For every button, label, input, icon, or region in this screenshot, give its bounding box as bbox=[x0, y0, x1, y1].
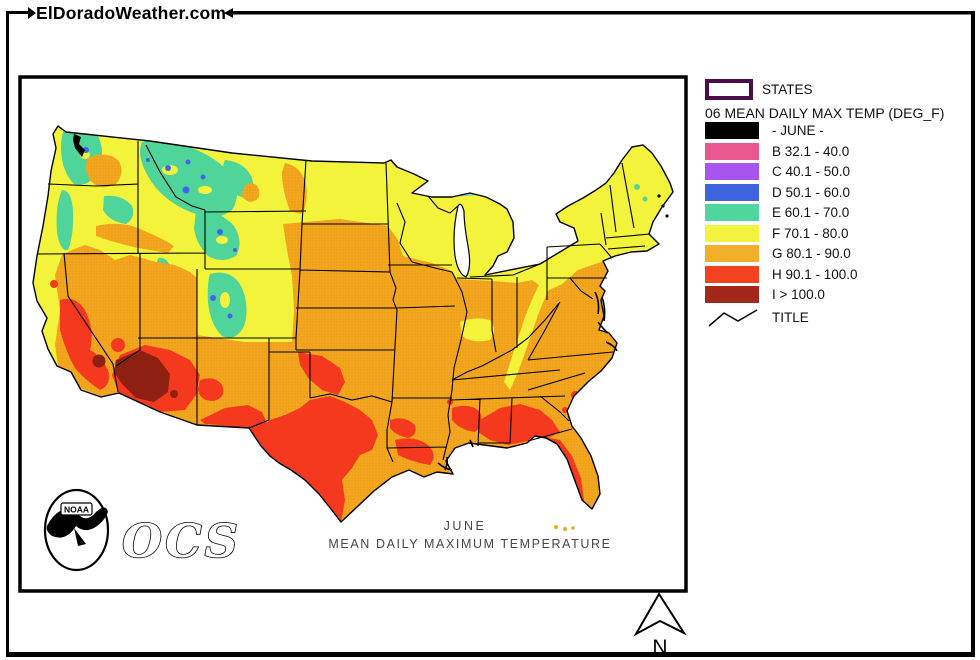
temp-band-dark-red bbox=[92, 350, 178, 402]
north-arrow-label: N bbox=[652, 636, 667, 659]
page-border bbox=[6, 7, 975, 657]
legend-item-label: - JUNE - bbox=[772, 123, 824, 138]
legend-swatch bbox=[705, 183, 759, 201]
legend-item-label: I > 100.0 bbox=[772, 287, 825, 302]
us-coastline bbox=[32, 125, 674, 523]
states-outline-swatch bbox=[705, 79, 753, 100]
legend-swatch bbox=[705, 245, 759, 262]
state-borders bbox=[36, 141, 651, 463]
legend-heading: 06 MEAN DAILY MAX TEMP (DEG_F) bbox=[705, 105, 945, 121]
site-title[interactable]: ElDoradoWeather.com bbox=[36, 3, 227, 23]
legend-item-label: C 40.1 - 50.0 bbox=[772, 164, 851, 179]
legend-item-label: D 50.1 - 60.0 bbox=[772, 184, 851, 200]
map-caption-line2: MEAN DAILY MAXIMUM TEMPERATURE bbox=[328, 537, 611, 551]
legend-swatch bbox=[705, 122, 759, 139]
legend-swatch bbox=[705, 142, 759, 160]
states-label: STATES bbox=[762, 82, 813, 97]
legend-swatch bbox=[705, 163, 759, 180]
coastal-details bbox=[73, 134, 669, 531]
lake-michigan bbox=[453, 203, 471, 278]
legend-item-label: G 80.1 - 90.0 bbox=[772, 246, 851, 261]
legend-item-label: F 70.1 - 80.0 bbox=[772, 225, 849, 241]
map-caption-line1: JUNE bbox=[444, 519, 487, 533]
legend-item-label: B 32.1 - 40.0 bbox=[772, 143, 850, 159]
legend-title-label: TITLE bbox=[772, 310, 809, 325]
polyline-icon bbox=[708, 309, 758, 327]
legend-swatch bbox=[705, 286, 759, 303]
legend-swatch bbox=[705, 265, 759, 283]
legend-item-label: E 60.1 - 70.0 bbox=[772, 205, 850, 220]
noaa-label: NOAA bbox=[64, 505, 89, 515]
legend-swatch bbox=[705, 224, 759, 242]
north-arrow-icon: N bbox=[633, 592, 687, 659]
us-temperature-map bbox=[32, 125, 674, 531]
legend-swatch bbox=[705, 204, 759, 221]
noaa-logo: NOAA bbox=[43, 488, 110, 572]
ocs-wordmark: OCS bbox=[122, 514, 241, 568]
legend-item-label: H 90.1 - 100.0 bbox=[772, 266, 858, 282]
